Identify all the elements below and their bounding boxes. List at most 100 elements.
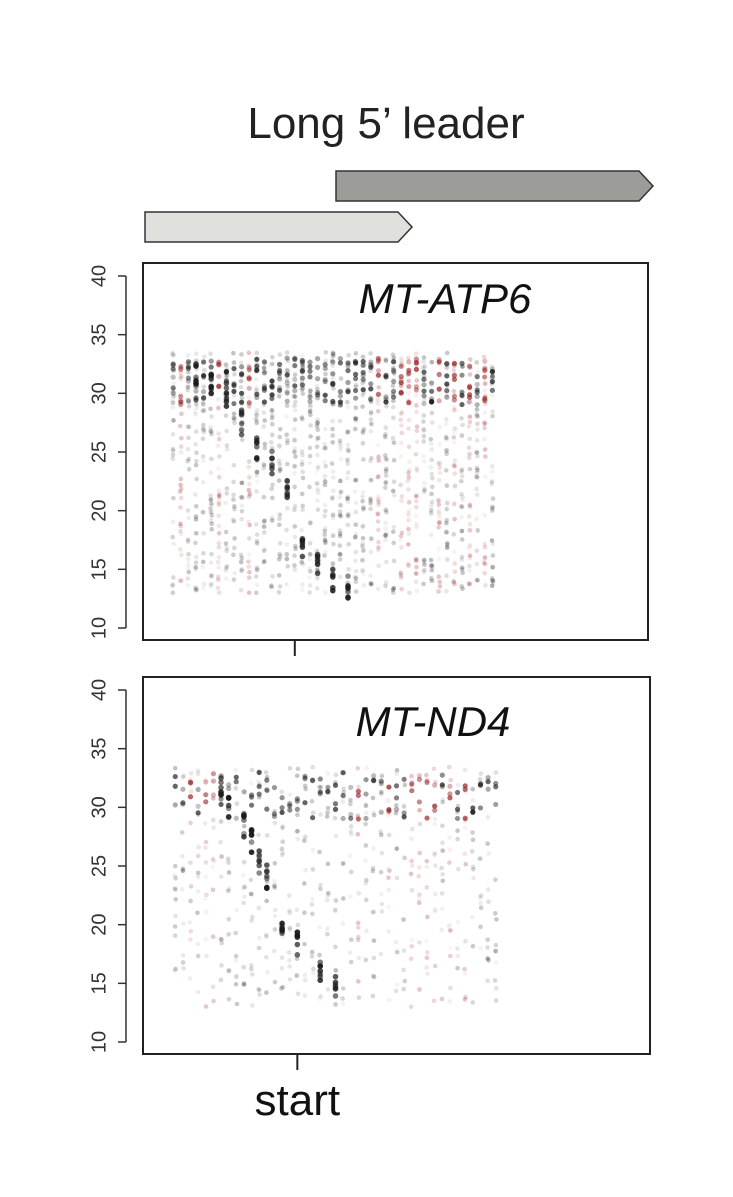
- scatter-point: [261, 369, 267, 375]
- scatter-point: [302, 910, 307, 916]
- band-point: [284, 478, 291, 484]
- scatter-point: [368, 364, 374, 370]
- scatter-point: [367, 397, 373, 403]
- scatter-point: [307, 368, 313, 374]
- scatter-point: [386, 806, 392, 813]
- scatter-point: [482, 447, 488, 452]
- scatter-point: [172, 863, 178, 869]
- band-point: [256, 870, 262, 876]
- scatter-point: [481, 354, 487, 359]
- scatter-point: [429, 499, 435, 505]
- scatter-point: [421, 426, 426, 432]
- scatter-point: [271, 948, 277, 954]
- scatter-point: [371, 846, 376, 851]
- scatter-point: [370, 993, 376, 999]
- scatter-point: [226, 785, 232, 792]
- scatter-point: [360, 440, 366, 446]
- scatter-point: [353, 387, 359, 394]
- scatter-point: [292, 553, 297, 559]
- scatter-point: [254, 590, 259, 596]
- scatter-point: [200, 454, 206, 459]
- scatter-point: [261, 519, 267, 524]
- scatter-point: [436, 502, 442, 508]
- scatter-point: [368, 397, 373, 403]
- orf-arrows: [144, 170, 655, 243]
- scatter-point: [210, 778, 217, 784]
- scatter-point: [280, 852, 285, 858]
- start-tick-label: start: [255, 1076, 341, 1125]
- scatter-point: [371, 955, 377, 961]
- scatter-point: [371, 778, 377, 784]
- scatter-point: [231, 411, 237, 417]
- scatter-point: [459, 360, 465, 367]
- scatter-point: [345, 522, 351, 528]
- scatter-point: [414, 588, 420, 594]
- scatter-point: [188, 860, 193, 865]
- scatter-point: [227, 819, 232, 825]
- scatter-point: [239, 364, 245, 370]
- scatter-point: [340, 860, 346, 866]
- scatter-point: [272, 913, 278, 919]
- scatter-point: [330, 352, 336, 357]
- scatter-point: [428, 507, 434, 513]
- scatter-point: [234, 974, 239, 980]
- scatter-point: [179, 887, 185, 892]
- scatter-point: [201, 427, 207, 433]
- scatter-point: [193, 442, 198, 447]
- scatter-point: [264, 990, 269, 995]
- scatter-point: [309, 902, 315, 907]
- scatter-point: [292, 504, 298, 509]
- band-point: [269, 470, 275, 477]
- scatter-point: [310, 777, 316, 783]
- scatter-point: [330, 426, 335, 432]
- scatter-point: [287, 792, 293, 797]
- scatter-point: [437, 424, 443, 430]
- scatter-point: [310, 764, 316, 770]
- y-tick-label: 40: [88, 265, 110, 287]
- scatter-point: [256, 779, 261, 784]
- scatter-point: [383, 531, 389, 536]
- scatter-point: [353, 509, 359, 515]
- scatter-point: [323, 479, 328, 485]
- scatter-point: [230, 517, 236, 523]
- scatter-point: [478, 771, 484, 776]
- scatter-point: [231, 492, 236, 498]
- scatter-point: [284, 527, 289, 533]
- scatter-point: [490, 553, 496, 558]
- scatter-point: [414, 565, 419, 570]
- scatter-point: [226, 860, 231, 866]
- scatter-point: [466, 514, 472, 519]
- scatter-point: [360, 523, 366, 529]
- scatter-point: [398, 482, 403, 488]
- scatter-point: [424, 950, 430, 955]
- scatter-point: [451, 532, 457, 537]
- scatter-point: [391, 369, 397, 375]
- scatter-point: [219, 854, 224, 859]
- scatter-point: [263, 770, 269, 775]
- scatter-point: [451, 578, 457, 584]
- scatter-point: [363, 802, 369, 807]
- scatter-point: [241, 823, 247, 829]
- scatter-point: [470, 797, 476, 803]
- scatter-point: [413, 359, 419, 365]
- scatter-point: [475, 578, 480, 583]
- scatter-point: [225, 856, 231, 862]
- scatter-point: [238, 552, 244, 558]
- scatter-point: [170, 350, 176, 356]
- scatter-point: [277, 361, 283, 367]
- scatter-point: [376, 494, 381, 499]
- scatter-point: [371, 812, 377, 818]
- scatter-point: [223, 566, 229, 571]
- scatter-point: [178, 482, 183, 488]
- scatter-point: [232, 570, 237, 576]
- scatter-point: [429, 532, 434, 538]
- scatter-point: [337, 509, 343, 514]
- scatter-point: [352, 535, 358, 540]
- scatter-point: [399, 355, 404, 361]
- scatter-point: [280, 850, 285, 856]
- y-tick-label: 15: [88, 558, 110, 580]
- scatter-point: [406, 444, 412, 450]
- scatter-point: [208, 497, 214, 502]
- scatter-point: [194, 458, 199, 464]
- scatter-point: [422, 568, 427, 573]
